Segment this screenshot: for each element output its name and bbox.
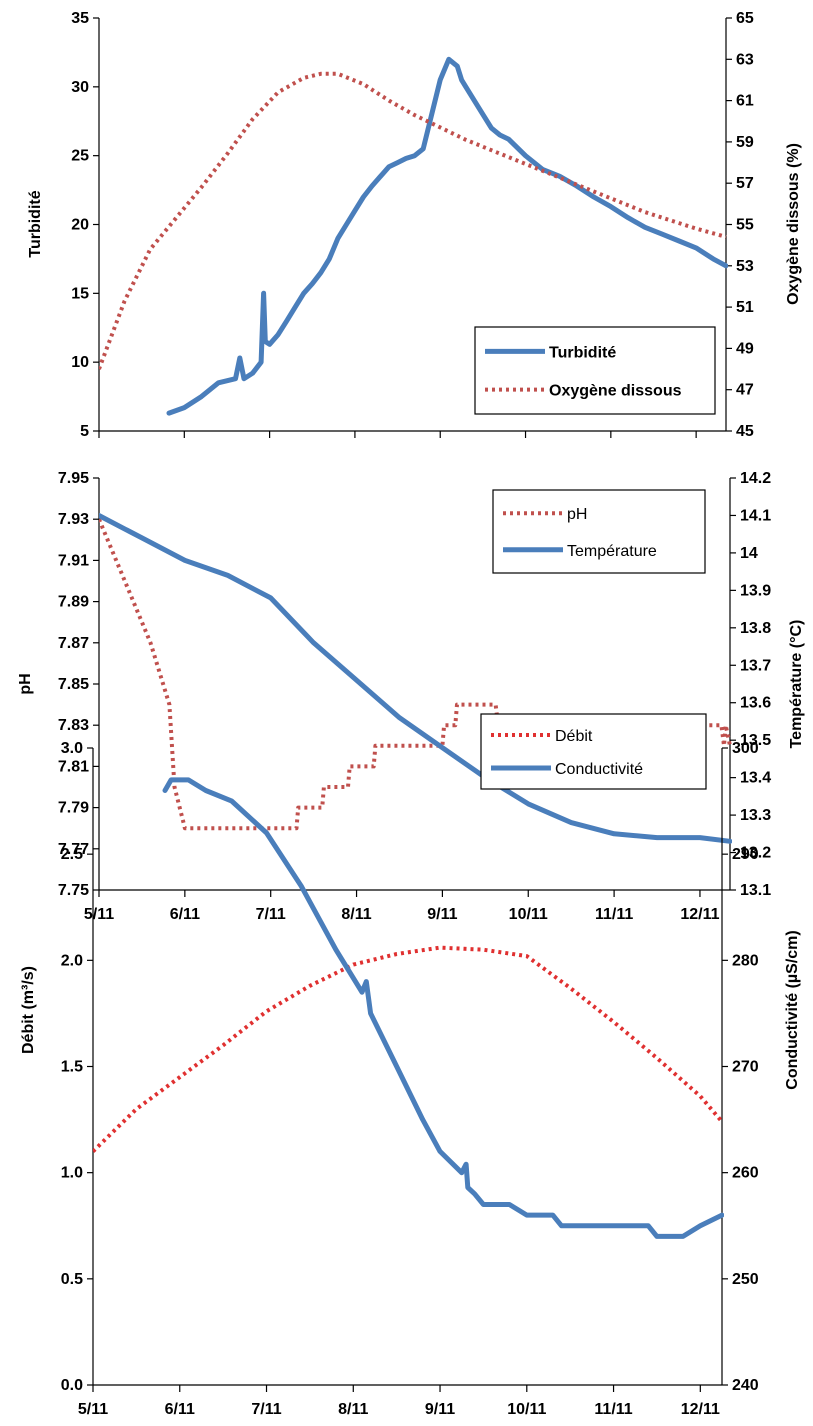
chart-panel-2: 7.75 7.77 7.79 7.81 7.83 7.85 7.87 7.89 7.91 7.93…: [17, 470, 805, 923]
series-line-conductivit-: [162, 777, 724, 1239]
series-line-turbidit-: [166, 56, 728, 416]
left-tick-label: 1.0: [61, 1165, 83, 1182]
right-tick-label: 14.1: [740, 507, 771, 524]
right-tick-label: 57: [736, 175, 754, 192]
left-axis-title: Turbidité: [27, 190, 44, 257]
right-tick-label: 13.5: [740, 732, 771, 749]
x-tick-label: 7/11: [256, 906, 286, 923]
right-tick-label: 270: [732, 1059, 759, 1076]
left-tick-label: 0.5: [61, 1271, 83, 1288]
left-tick-label: 30: [71, 79, 89, 96]
x-tick-label: 8/11: [338, 1401, 368, 1418]
right-tick-label: 13.4: [740, 770, 771, 787]
right-axis-title: Conductivité (µS/cm): [784, 930, 801, 1089]
x-tick-label: 7/11: [251, 1401, 281, 1418]
left-tick-label: 5: [80, 423, 89, 440]
left-tick-label: 7.91: [58, 552, 89, 569]
legend-label: Débit: [555, 728, 593, 745]
x-tick-label: 10/11: [509, 906, 548, 923]
x-tick-label: 9/11: [425, 1401, 455, 1418]
left-tick-label: 7.81: [58, 758, 89, 775]
right-tick-label: 13.8: [740, 620, 771, 637]
left-tick-label: 7.87: [58, 635, 89, 652]
x-tick-label: 11/11: [595, 906, 633, 923]
right-tick-label: 13.7: [740, 657, 771, 674]
left-tick-label: 7.75: [58, 882, 89, 899]
x-tick-label: 5/11: [84, 906, 114, 923]
right-tick-label: 260: [732, 1165, 759, 1182]
series-line-d-bit: [93, 945, 724, 1153]
legend-label: pH: [567, 506, 587, 523]
x-tick-label: 10/11: [507, 1401, 546, 1418]
right-tick-label: 61: [736, 93, 754, 110]
legend-box: [480, 713, 707, 790]
legend-label: Température: [567, 543, 657, 560]
x-tick-label: 12/11: [681, 1401, 720, 1418]
left-tick-label: 25: [71, 148, 89, 165]
left-tick-label: 3.0: [61, 740, 83, 757]
left-tick-label: 7.93: [58, 511, 89, 528]
right-tick-label: 51: [736, 299, 754, 316]
left-tick-label: 2.0: [61, 952, 83, 969]
series-line-temp-rature: [99, 513, 732, 844]
x-tick-label: 8/11: [341, 906, 371, 923]
right-axis-title: Température (°C): [788, 620, 805, 749]
x-tick-label: 5/11: [78, 1401, 108, 1418]
legend: Turbidité Oxygène dissous: [474, 326, 716, 415]
right-tick-label: 13.1: [740, 882, 771, 899]
legend: pH Température: [492, 489, 706, 574]
chart-panel-1: 5 10 15 20 25 30 35 45 47 49 51 53 55 57 59 61 63 65 Turbi…: [27, 10, 802, 440]
right-tick-label: 13.3: [740, 807, 771, 824]
right-tick-label: 65: [736, 10, 754, 27]
right-tick-label: 14: [740, 545, 758, 562]
left-tick-label: 7.95: [58, 470, 89, 487]
left-tick-label: 15: [71, 285, 89, 302]
right-tick-label: 250: [732, 1271, 759, 1288]
right-tick-label: 13.2: [740, 845, 771, 862]
x-tick-label: 6/11: [170, 906, 200, 923]
left-tick-label: 7.89: [58, 594, 89, 611]
x-tick-label: 6/11: [165, 1401, 195, 1418]
x-tick-label: 9/11: [427, 906, 457, 923]
left-tick-label: 35: [71, 10, 89, 27]
series-line-oxyg-ne-dissous: [99, 71, 727, 370]
right-tick-label: 14.2: [740, 470, 771, 487]
right-tick-label: 47: [736, 382, 754, 399]
left-tick-label: 1.5: [61, 1059, 83, 1076]
left-tick-label: 0.0: [61, 1377, 83, 1394]
right-axis-title: Oxygène dissous (%): [785, 143, 802, 305]
right-tick-label: 59: [736, 134, 754, 151]
left-tick-label: 10: [71, 354, 89, 371]
legend: Débit Conductivité: [480, 713, 707, 790]
legend-label: Conductivité: [555, 761, 643, 778]
x-tick-label: 11/11: [594, 1401, 632, 1418]
left-tick-label: 7.79: [58, 800, 89, 817]
right-tick-label: 290: [732, 846, 759, 863]
right-tick-label: 13.6: [740, 695, 771, 712]
legend-label: Oxygène dissous: [549, 383, 682, 400]
right-tick-label: 280: [732, 952, 759, 969]
right-tick-label: 49: [736, 340, 754, 357]
legend-box: [492, 489, 706, 574]
right-tick-label: 53: [736, 258, 754, 275]
right-tick-label: 63: [736, 51, 754, 68]
left-axis-title: pH: [17, 673, 34, 694]
left-tick-label: 7.77: [58, 841, 89, 858]
legend-box: [474, 326, 716, 415]
left-tick-label: 7.83: [58, 717, 89, 734]
right-tick-label: 240: [732, 1377, 759, 1394]
chart-panel-3: 0.0 0.5 1.0 1.5 2.0 2.5 3.0 240 250 260 270 280 290 3…: [20, 713, 801, 1418]
right-tick-label: 13.9: [740, 582, 771, 599]
right-tick-label: 45: [736, 423, 754, 440]
left-axis-title: Débit (m³/s): [20, 966, 37, 1054]
right-tick-label: 55: [736, 217, 754, 234]
left-tick-label: 20: [71, 217, 89, 234]
left-tick-label: 2.5: [61, 846, 83, 863]
left-tick-label: 7.85: [58, 676, 89, 693]
x-tick-label: 12/11: [680, 906, 719, 923]
legend-label: Turbidité: [549, 344, 616, 361]
right-tick-label: 300: [732, 740, 759, 757]
